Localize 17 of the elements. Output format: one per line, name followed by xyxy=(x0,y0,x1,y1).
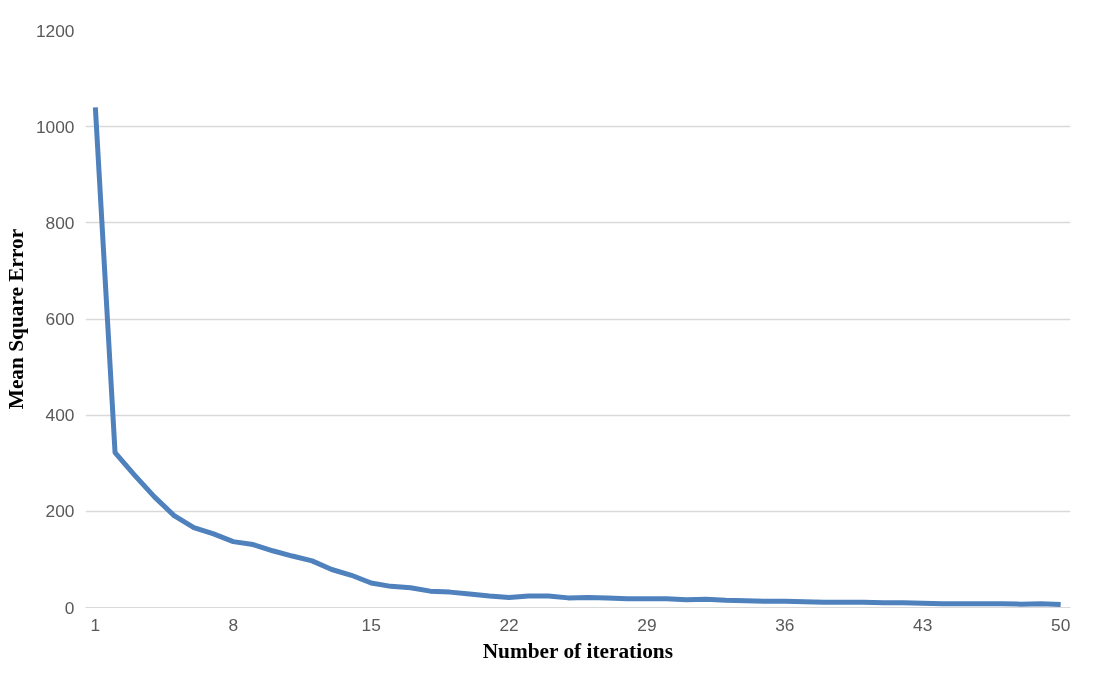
x-tick-label: 1 xyxy=(90,614,101,635)
x-tick-label: 43 xyxy=(913,614,933,635)
y-tick-label: 1000 xyxy=(35,116,75,137)
y-tick-label: 200 xyxy=(45,501,75,522)
x-tick-label: 50 xyxy=(1051,614,1071,635)
y-tick-label: 800 xyxy=(45,212,75,233)
y-axis-title: Mean Square Error xyxy=(3,228,28,410)
y-tick-label: 0 xyxy=(64,597,75,618)
x-tick-label: 15 xyxy=(361,614,381,635)
x-tick-label: 36 xyxy=(775,614,795,635)
y-tick-label: 600 xyxy=(45,309,75,329)
x-tick-label: 29 xyxy=(637,614,657,635)
y-tick-label: 400 xyxy=(45,405,75,426)
x-tick-label: 8 xyxy=(228,614,239,635)
y-tick-label: 1200 xyxy=(35,20,75,41)
x-axis-title: Number of iterations xyxy=(482,638,673,663)
x-tick-label: 22 xyxy=(499,614,519,635)
